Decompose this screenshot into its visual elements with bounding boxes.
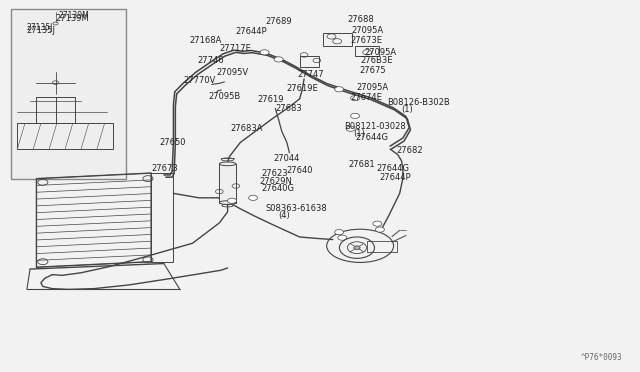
- Circle shape: [354, 246, 360, 250]
- Text: 27644G: 27644G: [355, 133, 388, 142]
- Text: 27095A: 27095A: [352, 26, 384, 35]
- Bar: [151, 173, 173, 262]
- Ellipse shape: [220, 201, 236, 205]
- Text: 27681: 27681: [349, 160, 375, 169]
- Circle shape: [260, 50, 269, 55]
- Text: 27673E: 27673E: [351, 36, 383, 45]
- Bar: [220, 164, 236, 203]
- Text: (4): (4): [278, 211, 291, 220]
- Circle shape: [335, 230, 344, 235]
- Text: 27640G: 27640G: [261, 185, 294, 193]
- Text: 27044: 27044: [273, 154, 300, 163]
- Text: 27682: 27682: [396, 146, 423, 155]
- Text: 27683A: 27683A: [231, 124, 263, 133]
- Text: 27619E: 27619E: [286, 84, 318, 93]
- Circle shape: [335, 87, 344, 92]
- Circle shape: [338, 235, 347, 240]
- Bar: [17, 123, 113, 149]
- Text: 27673: 27673: [151, 164, 178, 173]
- Text: 27623: 27623: [261, 169, 288, 178]
- Text: 27650: 27650: [159, 138, 186, 147]
- Text: 27629N: 27629N: [259, 177, 292, 186]
- Text: S08363-61638: S08363-61638: [266, 204, 328, 214]
- Text: 27644P: 27644P: [236, 27, 267, 36]
- Text: 27688: 27688: [348, 15, 374, 24]
- Circle shape: [228, 198, 237, 203]
- Text: 27139M: 27139M: [59, 11, 90, 20]
- Circle shape: [373, 221, 382, 226]
- Text: (1): (1): [401, 105, 413, 115]
- Text: ^P76*0093: ^P76*0093: [581, 353, 623, 362]
- Bar: [300, 56, 319, 67]
- Text: 27746: 27746: [198, 56, 224, 65]
- Text: 27770V: 27770V: [183, 76, 216, 85]
- Text: 27095A: 27095A: [356, 83, 388, 92]
- Text: B08126-B302B: B08126-B302B: [387, 98, 450, 107]
- Text: 27675: 27675: [360, 66, 386, 75]
- Text: 27139M: 27139M: [56, 13, 90, 22]
- Circle shape: [351, 113, 360, 118]
- Text: 27683: 27683: [275, 104, 302, 113]
- Text: 27640: 27640: [286, 166, 313, 175]
- Bar: [367, 241, 397, 253]
- Text: 27135J: 27135J: [27, 26, 56, 35]
- Text: 27689: 27689: [266, 17, 292, 26]
- Text: 27095V: 27095V: [216, 68, 248, 77]
- Text: 27674E: 27674E: [351, 93, 383, 102]
- Text: 27095A: 27095A: [365, 48, 397, 57]
- Bar: [323, 33, 352, 46]
- Bar: [36, 97, 75, 123]
- Text: 27644G: 27644G: [376, 164, 409, 173]
- Text: B08121-03028: B08121-03028: [344, 122, 406, 131]
- Circle shape: [351, 96, 360, 101]
- Text: 276B3E: 276B3E: [360, 56, 393, 65]
- Text: 27095B: 27095B: [209, 92, 241, 101]
- Text: 27619: 27619: [257, 95, 284, 104]
- Text: 27135J: 27135J: [27, 23, 53, 32]
- Circle shape: [248, 195, 257, 201]
- Ellipse shape: [220, 162, 236, 166]
- Text: 27644P: 27644P: [380, 173, 411, 182]
- Circle shape: [274, 57, 283, 62]
- Bar: [11, 9, 125, 179]
- Circle shape: [346, 126, 355, 131]
- Bar: [355, 46, 380, 56]
- Text: 27717E: 27717E: [220, 44, 251, 53]
- Text: 27747: 27747: [298, 70, 324, 79]
- Circle shape: [376, 227, 385, 232]
- Text: 27168A: 27168A: [189, 36, 221, 45]
- Text: (1): (1): [353, 129, 365, 138]
